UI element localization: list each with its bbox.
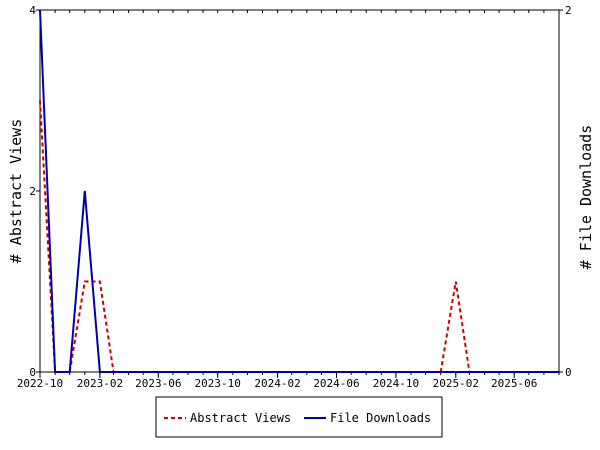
legend-label-abstract-views: Abstract Views [190,411,291,425]
plot-area [39,9,560,373]
y-axis-left: 0 2 4 [29,4,40,379]
x-tick-label: 2022-10 [17,377,63,390]
series-layer [39,9,559,373]
x-tick-label: 2024-02 [254,377,300,390]
x-tick-label: 2024-10 [373,377,419,390]
plot-frame [39,9,560,373]
y-axis-right-title: # File Downloads [577,125,595,270]
y-right-tick-label: 2 [565,4,572,17]
series-line-file-downloads [39,9,559,373]
y-axis-right: 02 [559,4,572,379]
x-tick-label: 2023-02 [77,377,123,390]
x-tick-label: 2023-06 [135,377,181,390]
y-right-tick-label: 0 [565,366,572,379]
y-left-tick-label: 2 [29,185,36,198]
legend-label-file-downloads: File Downloads [330,411,431,425]
legend: Abstract Views File Downloads [155,396,443,438]
series-line-abstract-views [39,100,559,373]
legend-box [155,396,443,438]
x-tick-label: 2024-06 [313,377,359,390]
y-axis-left-title: # Abstract Views [7,119,25,264]
x-axis: 2022-10 2023-02 2023-06 2023-10 2024-02 2024-… [17,10,560,390]
y-left-tick-label: 0 [29,366,36,379]
x-tick-label: 2023-10 [195,377,241,390]
x-tick-label: 2025-06 [491,377,537,390]
x-tick-label: 2025-02 [433,377,479,390]
y-left-tick-label: 4 [29,4,36,17]
